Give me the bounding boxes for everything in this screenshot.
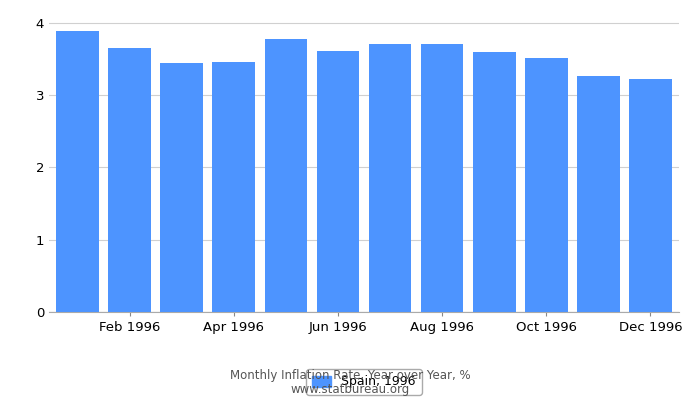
Bar	[473, 52, 515, 312]
Bar	[525, 58, 568, 312]
Bar	[577, 76, 620, 312]
Bar	[160, 63, 203, 312]
Bar	[629, 78, 672, 312]
Bar	[369, 44, 412, 312]
Bar	[56, 31, 99, 312]
Bar	[316, 51, 359, 312]
Bar	[108, 48, 151, 312]
Bar	[265, 39, 307, 312]
Bar	[421, 44, 463, 312]
Bar	[213, 62, 255, 312]
Text: www.statbureau.org: www.statbureau.org	[290, 383, 410, 396]
Text: Monthly Inflation Rate, Year over Year, %: Monthly Inflation Rate, Year over Year, …	[230, 369, 470, 382]
Legend: Spain, 1996: Spain, 1996	[306, 369, 422, 395]
